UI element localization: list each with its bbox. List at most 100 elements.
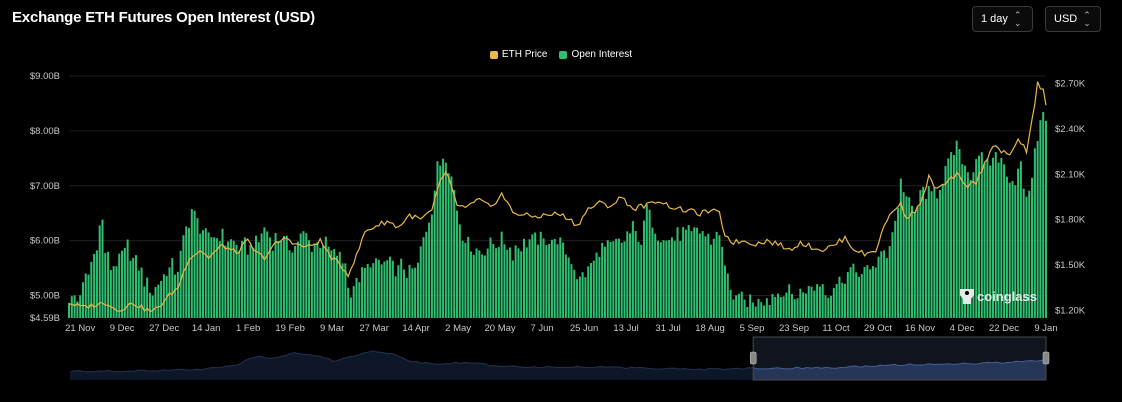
- open-interest-bar: [174, 274, 177, 318]
- open-interest-bar: [941, 184, 944, 318]
- open-interest-bar: [218, 241, 221, 318]
- open-interest-bar: [277, 241, 280, 318]
- open-interest-bar: [361, 267, 364, 318]
- open-interest-bar: [366, 264, 369, 318]
- open-interest-bar: [631, 221, 634, 318]
- open-interest-bar: [389, 256, 392, 318]
- open-interest-bar: [352, 286, 355, 318]
- open-interest-bar: [442, 158, 445, 318]
- open-interest-bar: [930, 191, 933, 318]
- open-interest-bar: [525, 247, 528, 318]
- interval-select-value: 1 day: [981, 13, 1008, 25]
- open-interest-bar: [735, 295, 738, 318]
- interval-select[interactable]: 1 day ⌃ ⌄: [972, 6, 1033, 32]
- open-interest-bar: [405, 277, 408, 318]
- open-interest-bar: [615, 238, 618, 318]
- open-interest-bar: [467, 236, 470, 318]
- open-interest-bar: [581, 272, 584, 318]
- open-interest-bar: [338, 251, 341, 318]
- open-interest-bar: [204, 228, 207, 318]
- open-interest-bar: [679, 241, 682, 318]
- currency-select[interactable]: USD ⌃ ⌄: [1045, 6, 1101, 32]
- open-interest-bar: [553, 238, 556, 318]
- open-interest-bar: [534, 232, 537, 318]
- x-tick-label: 21 Nov: [65, 323, 95, 334]
- open-interest-bar: [852, 263, 855, 318]
- open-interest-bar: [944, 165, 947, 318]
- open-interest-bar: [157, 284, 160, 318]
- coinglass-logo-icon: [960, 289, 974, 304]
- open-interest-bar: [522, 238, 526, 318]
- open-interest-bar: [659, 242, 662, 318]
- open-interest-bar: [908, 197, 911, 318]
- open-interest-bar: [573, 269, 576, 318]
- open-interest-bar: [969, 180, 972, 318]
- open-interest-bar: [774, 296, 777, 318]
- open-interest-bar: [73, 295, 76, 318]
- open-interest-bar: [87, 274, 90, 318]
- open-interest-bar: [629, 233, 632, 318]
- open-interest-bar: [430, 214, 433, 318]
- open-interest-bar: [902, 192, 905, 318]
- open-interest-bar: [777, 293, 780, 318]
- legend-label-eth-price: ETH Price: [501, 49, 548, 60]
- open-interest-bar: [905, 196, 908, 318]
- open-interest-bar: [643, 220, 646, 318]
- open-interest-bar: [481, 254, 484, 318]
- open-interest-bar: [121, 250, 124, 318]
- open-interest-bar: [422, 237, 425, 318]
- open-interest-bar: [107, 251, 110, 318]
- open-interest-bar: [408, 264, 411, 318]
- open-interest-bar: [369, 267, 372, 318]
- open-interest-bar: [673, 240, 676, 318]
- open-interest-bar: [539, 231, 542, 318]
- open-interest-bar: [227, 241, 230, 318]
- x-tick-label: 14 Apr: [402, 323, 429, 334]
- open-interest-bar: [818, 286, 821, 318]
- open-interest-bar: [271, 250, 274, 318]
- open-interest-bar: [869, 269, 872, 318]
- open-interest-bar: [765, 298, 768, 318]
- open-interest-bar: [179, 250, 182, 318]
- open-interest-bar: [1014, 185, 1017, 318]
- open-interest-bar: [260, 233, 263, 318]
- left-tick-label: $8.00B: [30, 126, 60, 137]
- open-interest-bar: [916, 206, 919, 318]
- open-interest-bar: [118, 253, 121, 318]
- open-interest-bar: [645, 204, 648, 318]
- legend-item-open-interest[interactable]: Open Interest: [559, 49, 632, 60]
- open-interest-bar: [419, 246, 422, 318]
- open-interest-bar: [263, 227, 266, 318]
- left-tick-label: $4.59B: [30, 313, 60, 324]
- open-interest-bar: [483, 255, 486, 318]
- open-interest-bar: [1003, 164, 1006, 318]
- left-tick-label: $9.00B: [30, 71, 60, 82]
- open-interest-bar: [469, 251, 472, 318]
- open-interest-bar: [832, 288, 835, 318]
- open-interest-bar: [1042, 111, 1045, 318]
- navigator-handle[interactable]: [1042, 351, 1050, 365]
- open-interest-bar: [810, 286, 813, 318]
- right-tick-label: $2.10K: [1055, 169, 1086, 180]
- navigator-handle[interactable]: [749, 351, 757, 365]
- open-interest-bar: [84, 273, 87, 318]
- range-navigator[interactable]: [69, 336, 1050, 381]
- open-interest-bar: [936, 198, 939, 318]
- open-interest-bar: [623, 241, 626, 318]
- open-interest-bar: [788, 284, 791, 318]
- open-interest-bar: [232, 240, 235, 318]
- open-interest-bar: [955, 140, 958, 318]
- navigator-line: [69, 350, 1047, 373]
- open-interest-bar: [841, 282, 844, 318]
- open-interest-bar: [986, 158, 989, 318]
- open-interest-bar: [749, 294, 752, 318]
- legend-item-eth-price[interactable]: ETH Price: [489, 49, 548, 60]
- open-interest-bar: [363, 267, 366, 318]
- legend-label-open-interest: Open Interest: [571, 49, 633, 60]
- open-interest-bar: [950, 152, 953, 318]
- open-interest-bar: [140, 267, 143, 318]
- open-interest-bar: [182, 235, 185, 318]
- open-interest-bar: [662, 240, 665, 318]
- open-interest-bar: [617, 238, 620, 318]
- open-interest-bar: [90, 261, 93, 318]
